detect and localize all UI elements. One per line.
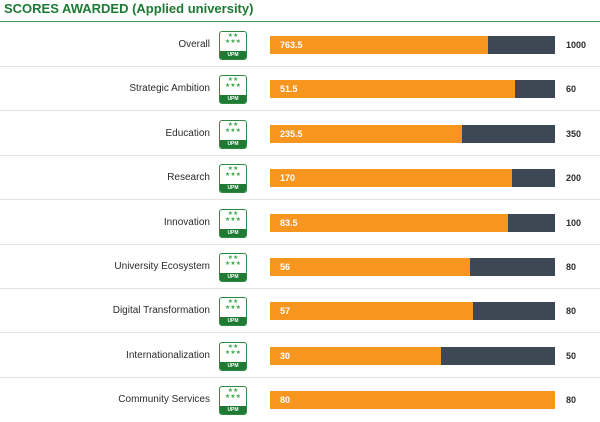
stars-icon: ★★ ★★★	[224, 255, 242, 267]
category-label: Strategic Ambition	[129, 83, 210, 95]
score-row: Internationalization ★★ ★★★ UPM 30 50	[0, 334, 600, 378]
bar-track: 170	[270, 169, 555, 188]
badge-brand-label: UPM	[220, 139, 246, 148]
category-label: Innovation	[163, 216, 210, 228]
stars-icon: ★★ ★★★	[224, 343, 242, 356]
row-divider	[0, 332, 600, 334]
badge-brand-label: UPM	[220, 361, 246, 370]
category-label: Education	[165, 127, 210, 139]
category-label: Internationalization	[126, 349, 210, 361]
score-value: 56	[280, 262, 291, 272]
score-row: University Ecosystem ★★ ★★★ UPM 56 80	[0, 245, 600, 289]
row-divider	[0, 243, 600, 245]
score-row: Innovation ★★ ★★★ UPM 83.5 100	[0, 201, 600, 245]
rating-badge-icon: ★★ ★★★ UPM	[219, 253, 247, 282]
score-row: Overall ★★ ★★★ UPM 763.5 1000	[0, 23, 600, 67]
bar-track: 51.5	[270, 80, 555, 99]
category-label: Digital Transformation	[112, 305, 210, 317]
stars-icon: ★★ ★★★	[224, 299, 242, 312]
max-score: 50	[566, 350, 577, 361]
max-score: 60	[566, 84, 577, 95]
row-divider	[0, 110, 600, 112]
score-value: 235.5	[280, 128, 303, 139]
max-score: 200	[566, 173, 582, 184]
bar-fill	[270, 36, 488, 54]
badge-brand-label: UPM	[220, 228, 246, 237]
bar-track: 57	[270, 302, 555, 321]
rating-badge-icon: ★★ ★★★ UPM	[219, 31, 247, 60]
score-value: 57	[280, 306, 291, 317]
rating-badge-icon: ★★ ★★★ UPM	[219, 119, 247, 149]
score-row: Community Services ★★ ★★★ UPM 80 80	[0, 378, 600, 422]
bar-fill	[270, 346, 441, 365]
score-value: 170	[280, 173, 296, 184]
max-score: 80	[566, 262, 577, 272]
max-score: 1000	[566, 40, 587, 50]
row-divider	[0, 288, 600, 289]
stars-icon: ★★ ★★★	[224, 121, 242, 134]
bar-fill	[270, 80, 515, 99]
score-value: 83.5	[280, 217, 298, 228]
stars-icon: ★★ ★★★	[224, 77, 242, 90]
row-divider	[0, 376, 600, 378]
max-score: 100	[566, 217, 582, 228]
max-score: 350	[566, 128, 582, 139]
score-row: Strategic Ambition ★★ ★★★ UPM 51.5 60	[0, 67, 600, 112]
badge-brand-label: UPM	[220, 95, 246, 104]
badge-brand-label: UPM	[220, 273, 246, 281]
score-value: 30	[280, 350, 291, 361]
score-value: 51.5	[280, 84, 298, 95]
row-divider	[0, 154, 600, 156]
category-label: University Ecosystem	[114, 261, 210, 272]
score-row: Research ★★ ★★★ UPM 170 200	[0, 156, 600, 201]
rating-badge-icon: ★★ ★★★ UPM	[219, 386, 247, 416]
rating-badge-icon: ★★ ★★★ UPM	[219, 297, 247, 327]
bar-track: 56	[270, 258, 555, 276]
bar-track: 763.5	[270, 36, 555, 54]
rating-badge-icon: ★★ ★★★ UPM	[219, 341, 247, 371]
bar-fill	[270, 302, 474, 321]
rating-badge-icon: ★★ ★★★ UPM	[219, 164, 247, 194]
score-row: Education ★★ ★★★ UPM 235.5 350	[0, 112, 600, 156]
rating-badge-icon: ★★ ★★★ UPM	[219, 208, 247, 238]
category-label: Community Services	[118, 394, 210, 406]
bar-track: 80	[270, 391, 555, 410]
stars-icon: ★★ ★★★	[224, 33, 242, 45]
bar-fill	[270, 213, 508, 232]
bar-track: 30	[270, 346, 555, 365]
badge-brand-label: UPM	[220, 51, 246, 59]
chart-title: SCORES AWARDED (Applied university)	[4, 1, 254, 16]
row-divider	[0, 199, 600, 201]
badge-brand-label: UPM	[220, 406, 246, 415]
rating-badge-icon: ★★ ★★★ UPM	[219, 75, 247, 105]
max-score: 80	[566, 306, 577, 317]
score-row: Digital Transformation ★★ ★★★ UPM 57 80	[0, 289, 600, 334]
bar-fill	[270, 391, 555, 410]
badge-brand-label: UPM	[220, 317, 246, 326]
score-value: 80	[280, 395, 291, 406]
bar-fill	[270, 169, 513, 188]
max-score: 80	[566, 395, 577, 406]
bar-track: 235.5	[270, 124, 555, 143]
bar-fill	[270, 124, 462, 143]
bar-track: 83.5	[270, 213, 555, 232]
stars-icon: ★★ ★★★	[224, 166, 242, 179]
bar-fill	[270, 258, 470, 276]
badge-brand-label: UPM	[220, 184, 246, 193]
category-label: Research	[167, 172, 210, 184]
category-label: Overall	[178, 39, 210, 50]
score-value: 763.5	[280, 40, 303, 50]
title-divider	[0, 21, 600, 22]
stars-icon: ★★ ★★★	[224, 210, 242, 223]
stars-icon: ★★ ★★★	[224, 388, 242, 401]
row-divider	[0, 66, 600, 67]
